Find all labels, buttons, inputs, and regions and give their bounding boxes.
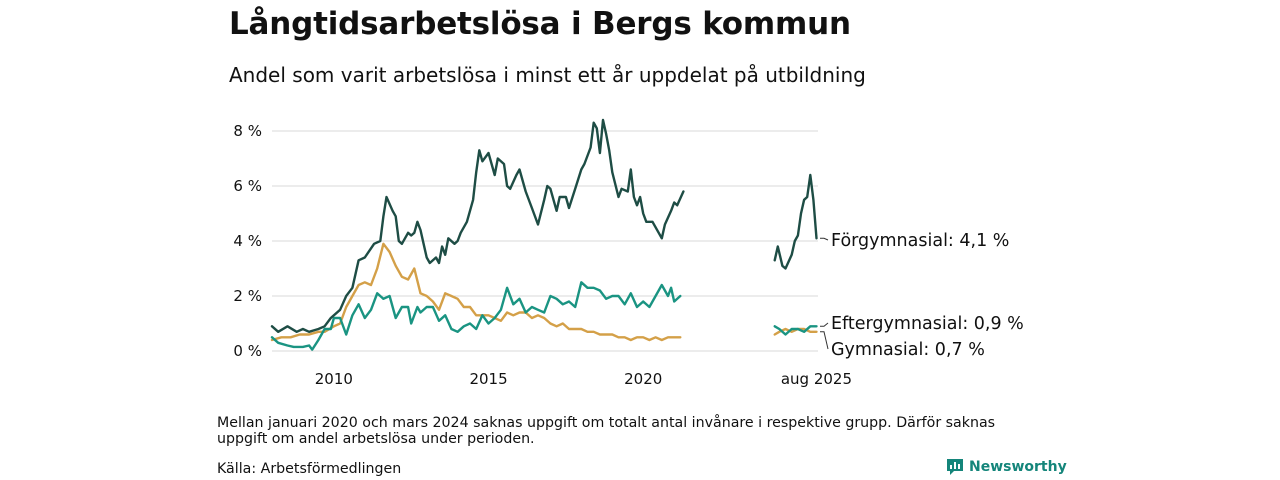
chart-subtitle: Andel som varit arbetslösa i minst ett å… bbox=[229, 63, 866, 87]
gymnasial-end-label: Gymnasial: 0,7 % bbox=[831, 340, 985, 360]
y-axis-ticks: 0 % 2 % 4 % 6 % 8 % bbox=[233, 122, 262, 360]
eftergymnasial-end-label: Eftergymnasial: 0,9 % bbox=[831, 314, 1024, 334]
eftergymnasial-line bbox=[270, 281, 682, 351]
source-note: Källa: Arbetsförmedlingen bbox=[217, 461, 402, 477]
forgymnasial-end-label: Förgymnasial: 4,1 % bbox=[831, 231, 1009, 251]
end-labels: Förgymnasial: 4,1 % Eftergymnasial: 0,9 %… bbox=[820, 231, 1024, 360]
x-axis-ticks: 2010 2015 2020 aug 2025 bbox=[315, 370, 852, 388]
y-tick-label: 0 % bbox=[233, 342, 262, 360]
eftergymnasial-leader bbox=[820, 322, 829, 327]
y-tick-label: 6 % bbox=[233, 177, 262, 195]
footnote: Mellan januari 2020 och mars 2024 saknas… bbox=[217, 415, 996, 447]
y-tick-label: 4 % bbox=[233, 232, 262, 250]
x-tick-label: 2020 bbox=[624, 370, 662, 388]
y-tick-label: 8 % bbox=[233, 122, 262, 140]
gridlines bbox=[272, 130, 818, 352]
y-tick-label: 2 % bbox=[233, 287, 262, 305]
gymnasial-line bbox=[270, 242, 682, 342]
chart-title: Långtidsarbetslösa i Bergs kommun bbox=[229, 6, 851, 42]
newsworthy-logo-icon bbox=[947, 459, 963, 475]
gymnasial-leader bbox=[820, 331, 829, 350]
forgymnasial-line bbox=[270, 118, 685, 333]
brand-logo[interactable]: Newsworthy bbox=[946, 458, 1067, 476]
series-lines bbox=[270, 118, 818, 351]
forgymnasial-line bbox=[773, 173, 818, 270]
x-tick-label: aug 2025 bbox=[781, 370, 852, 388]
x-tick-label: 2010 bbox=[315, 370, 353, 388]
eftergymnasial-line bbox=[773, 325, 818, 336]
forgymnasial-leader bbox=[820, 237, 829, 241]
brand-name: Newsworthy bbox=[969, 459, 1067, 475]
x-tick-label: 2015 bbox=[469, 370, 507, 388]
